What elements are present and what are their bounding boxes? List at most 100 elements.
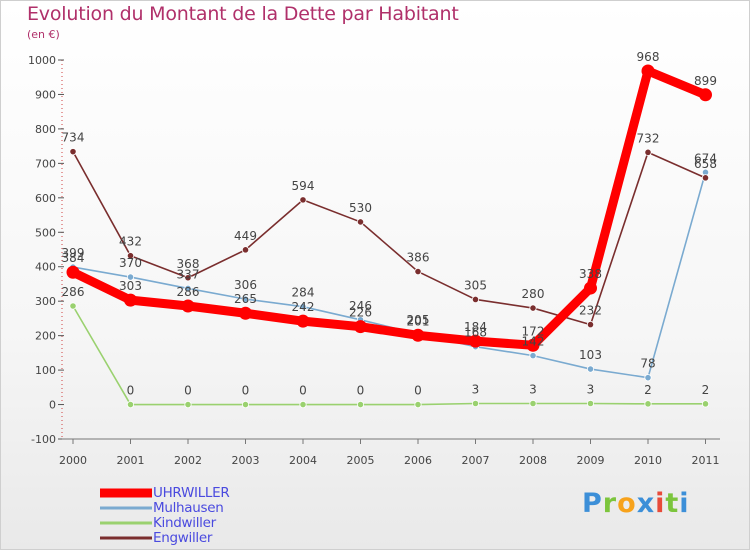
- data-label-kindwiller: 0: [357, 384, 365, 398]
- data-point-engwiller: [586, 321, 595, 329]
- data-point-engwiller: [126, 252, 135, 260]
- data-label-kindwiller: 0: [127, 384, 135, 398]
- data-point-mulhausen: [184, 284, 192, 293]
- data-point-kindwiller: [586, 399, 595, 408]
- data-label-mulhausen: 103: [579, 348, 602, 362]
- data-point-mulhausen: [299, 303, 307, 311]
- data-point-kindwiller: [356, 400, 365, 409]
- x-tick-label: 2011: [692, 454, 720, 467]
- x-tick-label: 2007: [462, 454, 490, 467]
- data-label-kindwiller: 2: [702, 383, 710, 397]
- data-label-engwiller: 280: [522, 287, 545, 301]
- series-line-kindwiller: [72, 305, 707, 406]
- data-point-kindwiller: [644, 400, 652, 408]
- data-point-mulhausen: [644, 374, 652, 382]
- data-point-mulhausen: [241, 295, 250, 303]
- data-point-kindwiller: [69, 302, 77, 310]
- data-point-kindwiller: [414, 400, 422, 409]
- data-label-mulhausen: 142: [522, 335, 545, 349]
- data-label-kindwiller: 0: [184, 384, 192, 398]
- data-label-mulhausen: 399: [62, 246, 85, 260]
- data-point-uhrwiller: [641, 64, 655, 78]
- data-point-uhrwiller: [354, 320, 367, 334]
- y-tick-label: 600: [35, 192, 56, 205]
- x-tick-label: 2000: [59, 454, 87, 467]
- data-point-kindwiller: [299, 400, 307, 409]
- data-point-engwiller: [701, 174, 710, 182]
- x-tick-label: 2008: [519, 454, 547, 467]
- data-label-engwiller: 449: [234, 229, 257, 243]
- x-tick-label: 2002: [174, 454, 202, 467]
- data-label-mulhausen: 205: [407, 313, 430, 327]
- data-label-engwiller: 734: [62, 131, 85, 145]
- data-label-mulhausen: 246: [349, 299, 372, 313]
- data-point-engwiller: [529, 304, 537, 312]
- y-tick-label: 300: [35, 295, 56, 308]
- data-label-mulhausen: 337: [177, 267, 200, 281]
- data-label-uhrwiller: 184: [464, 320, 487, 334]
- y-tick-label: 100: [35, 364, 56, 377]
- x-tick-label: 2009: [577, 454, 605, 467]
- data-label-engwiller: 530: [349, 201, 372, 215]
- legend-label-engwiller: Engwiller: [153, 530, 213, 546]
- data-label-uhrwiller: 899: [694, 74, 717, 88]
- y-tick-label: 1000: [28, 54, 56, 67]
- legend-label-kindwiller: Kindwiller: [153, 515, 216, 531]
- logo-letter-o: o: [617, 488, 637, 519]
- data-label-engwiller: 368: [177, 257, 200, 271]
- data-point-uhrwiller: [469, 334, 482, 348]
- logo-letter-p: P: [582, 488, 603, 519]
- chart-unit: (en €): [27, 28, 60, 41]
- data-label-kindwiller: 0: [414, 384, 422, 398]
- data-label-engwiller: 386: [407, 251, 430, 265]
- data-point-engwiller: [299, 196, 307, 204]
- data-label-kindwiller: 3: [587, 383, 595, 397]
- data-label-mulhausen: 370: [119, 256, 142, 270]
- data-label-engwiller: 594: [292, 179, 315, 193]
- data-label-engwiller: 432: [119, 235, 142, 249]
- logo-letter-t: t: [665, 488, 680, 519]
- data-label-uhrwiller: 265: [234, 292, 257, 306]
- data-point-kindwiller: [184, 400, 192, 409]
- data-point-kindwiller: [701, 400, 710, 408]
- data-point-uhrwiller: [584, 281, 597, 295]
- logo-letter-r: r: [602, 488, 618, 519]
- y-tick-label: 500: [35, 226, 56, 239]
- data-label-mulhausen: 168: [464, 326, 487, 340]
- legend-label-mulhausen: Mulhausen: [153, 500, 224, 516]
- data-label-uhrwiller: 172: [522, 324, 545, 338]
- proxiti-logo: Proxiti: [582, 488, 690, 519]
- data-label-uhrwiller: 286: [177, 285, 200, 299]
- data-label-kindwiller: 0: [242, 384, 250, 398]
- legend-label-uhrwiller: UHRWILLER: [153, 485, 230, 501]
- data-label-kindwiller: 286: [62, 285, 85, 299]
- y-tick-label: 400: [35, 261, 56, 274]
- data-point-uhrwiller: [411, 328, 425, 342]
- data-label-kindwiller: 3: [529, 383, 537, 397]
- data-point-kindwiller: [241, 400, 250, 409]
- data-point-engwiller: [69, 148, 77, 156]
- data-label-uhrwiller: 303: [119, 279, 142, 293]
- data-label-uhrwiller: 242: [292, 300, 315, 314]
- y-tick-label: -100: [31, 433, 56, 446]
- data-point-uhrwiller: [124, 293, 137, 307]
- y-tick-label: 900: [35, 88, 56, 101]
- chart-title: Evolution du Montant de la Dette par Hab…: [27, 3, 459, 25]
- data-label-uhrwiller: 968: [637, 50, 660, 64]
- x-tick-label: 2001: [117, 454, 145, 467]
- data-label-engwiller: 658: [694, 157, 717, 171]
- x-tick-label: 2005: [347, 454, 375, 467]
- data-point-engwiller: [241, 246, 250, 254]
- data-point-kindwiller: [529, 399, 537, 408]
- data-label-mulhausen: 284: [292, 286, 315, 300]
- x-tick-label: 2004: [289, 454, 317, 467]
- data-label-engwiller: 732: [637, 131, 660, 145]
- data-point-mulhausen: [126, 273, 135, 281]
- data-point-engwiller: [184, 274, 192, 282]
- legend-swatch-engwiller: [100, 536, 152, 540]
- data-point-uhrwiller: [239, 306, 252, 320]
- data-point-uhrwiller: [181, 299, 195, 313]
- data-point-engwiller: [356, 218, 365, 226]
- data-label-uhrwiller: 338: [579, 267, 602, 281]
